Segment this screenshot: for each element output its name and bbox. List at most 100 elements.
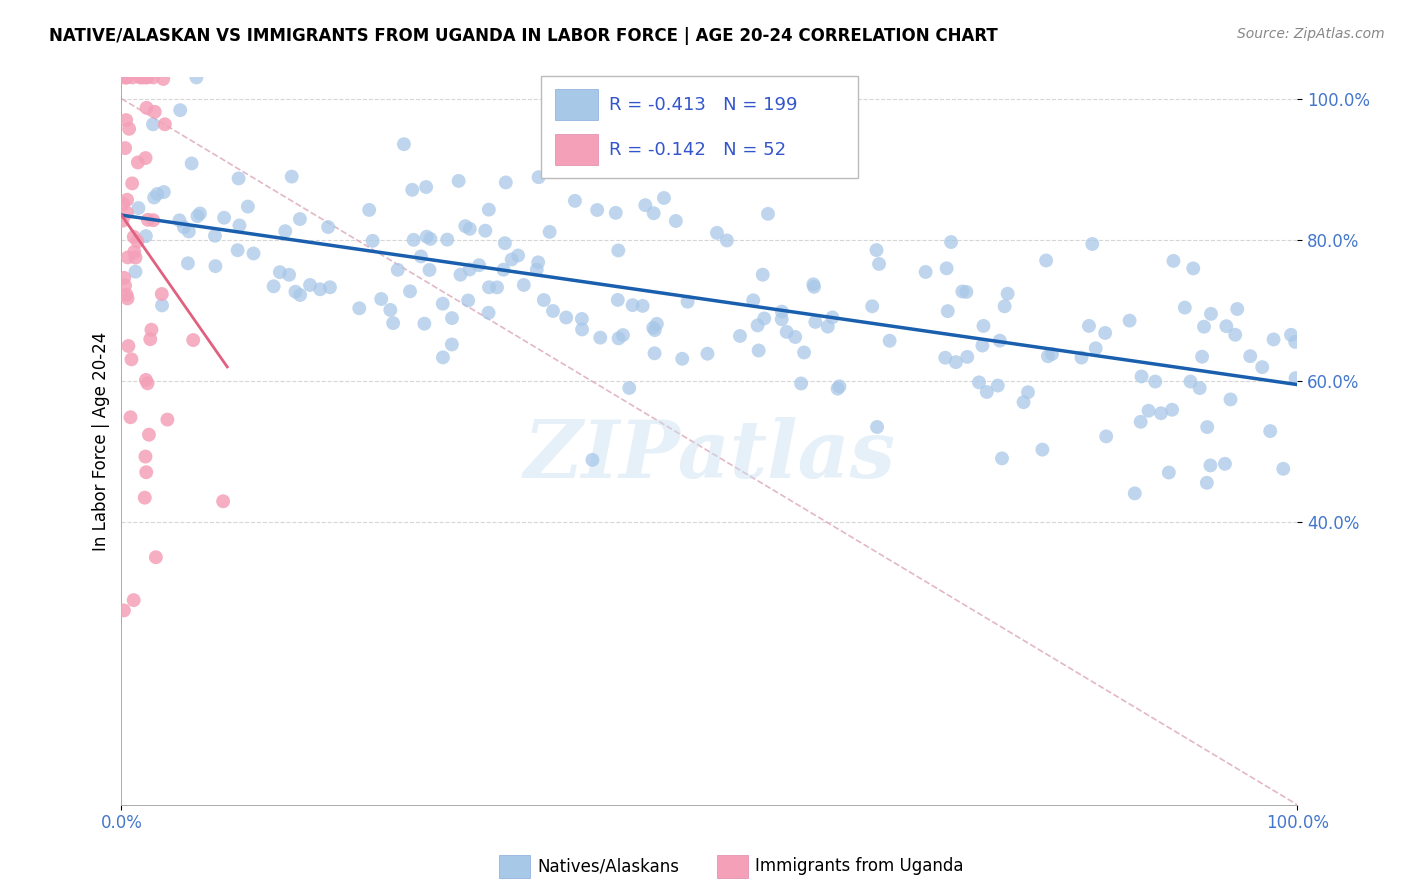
Text: Source: ZipAtlas.com: Source: ZipAtlas.com (1237, 27, 1385, 41)
Point (976, 384, 998, 399)
Point (955, 285, 977, 299)
Point (1239, 349, 1261, 363)
Point (1157, 466, 1180, 480)
Point (361, 234, 384, 248)
Point (447, 174, 470, 188)
Point (1123, 486, 1146, 500)
Point (316, 220, 339, 235)
Point (586, 202, 609, 217)
Point (950, 285, 973, 299)
Point (359, 202, 381, 217)
Point (644, 346, 666, 360)
Point (143, 190, 166, 204)
Point (803, 280, 825, 294)
Point (644, 323, 666, 337)
Point (1263, 333, 1285, 347)
Point (120, 410, 142, 425)
Point (188, 206, 211, 220)
Point (631, 299, 654, 313)
Point (770, 304, 793, 318)
Point (1081, 237, 1104, 252)
Point (939, 235, 962, 249)
Point (449, 268, 471, 282)
Point (1161, 402, 1184, 417)
Point (382, 316, 405, 330)
Point (1036, 349, 1059, 363)
Point (1012, 395, 1035, 409)
Point (1174, 301, 1197, 315)
Point (934, 351, 956, 365)
Point (121, 70, 143, 85)
Point (1070, 351, 1092, 365)
Point (754, 311, 776, 326)
Point (280, 169, 302, 184)
Point (415, 229, 437, 244)
Point (118, 121, 141, 136)
Point (776, 325, 799, 339)
Point (742, 293, 765, 308)
Point (1226, 301, 1249, 316)
Point (145, 550, 167, 565)
Point (1163, 253, 1185, 268)
Point (828, 379, 851, 393)
Point (142, 213, 165, 227)
Point (228, 171, 250, 186)
Point (790, 376, 813, 391)
Point (153, 185, 176, 199)
Point (817, 319, 839, 334)
Point (454, 219, 477, 234)
Point (186, 209, 208, 223)
Point (486, 280, 509, 294)
Point (136, 212, 159, 227)
Point (1144, 375, 1167, 389)
Point (527, 170, 550, 185)
Point (117, 251, 139, 265)
Point (129, 70, 152, 85)
Point (1219, 392, 1241, 407)
Point (1017, 385, 1039, 400)
Point (226, 244, 249, 258)
Point (115, 193, 138, 207)
Point (1130, 369, 1153, 384)
Point (492, 262, 515, 277)
Point (131, 70, 153, 85)
Point (186, 70, 208, 85)
Point (120, 352, 142, 367)
Point (136, 70, 159, 85)
Point (1213, 457, 1236, 471)
Point (413, 317, 436, 331)
Point (571, 312, 593, 326)
Point (541, 304, 564, 318)
Point (440, 311, 463, 326)
Point (387, 262, 409, 277)
Point (134, 70, 156, 85)
Point (991, 451, 1014, 466)
Point (212, 211, 235, 225)
Point (478, 202, 501, 217)
Point (827, 382, 849, 396)
Point (997, 286, 1019, 301)
Point (274, 224, 297, 238)
Point (526, 262, 548, 277)
Point (972, 318, 994, 333)
Point (868, 257, 890, 271)
Point (309, 282, 332, 296)
Point (111, 213, 134, 227)
Point (756, 207, 779, 221)
Point (204, 228, 226, 243)
Point (1118, 313, 1140, 327)
Point (785, 330, 807, 344)
Point (134, 491, 156, 505)
Point (173, 220, 195, 235)
Point (652, 191, 675, 205)
Point (607, 331, 630, 345)
Text: Natives/Alaskans: Natives/Alaskans (537, 857, 679, 875)
Point (621, 298, 644, 312)
Point (115, 288, 138, 302)
Point (138, 427, 160, 442)
Point (988, 334, 1011, 348)
Point (436, 233, 458, 247)
Point (370, 292, 392, 306)
Point (643, 321, 665, 335)
Point (612, 328, 634, 343)
